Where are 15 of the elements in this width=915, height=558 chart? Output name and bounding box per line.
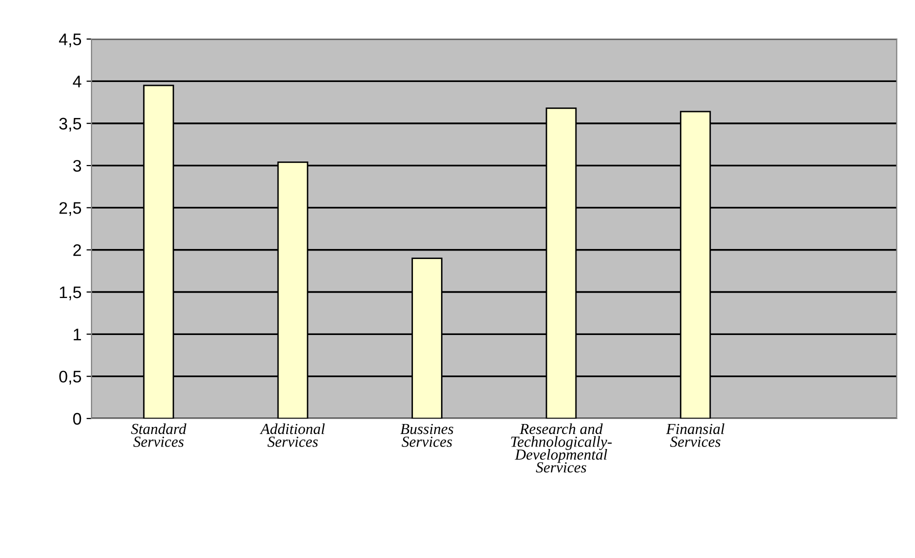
- x-tick-label: Bussines Services: [400, 424, 454, 447]
- y-tick-label: 3,5: [59, 118, 82, 132]
- x-tick-label: Standard Services: [131, 423, 186, 447]
- y-tick-label: 2: [73, 244, 81, 256]
- x-tick-label: Finansial Services: [666, 423, 724, 447]
- y-tick-label: 0,5: [59, 370, 82, 385]
- y-tick-label: 3: [73, 160, 82, 172]
- y-tick-label: 2,5: [59, 202, 82, 216]
- x-tick-label: Research and Technologically- Developmental Services: [511, 423, 612, 473]
- y-tick-label: 0: [73, 412, 82, 425]
- x-tick-label: Additional Services: [260, 423, 325, 447]
- y-tick-label: 1,5: [60, 286, 82, 300]
- y-tick-label: 4,5: [58, 34, 82, 48]
- y-tick-label: 1: [74, 328, 81, 340]
- y-tick-label: 4: [72, 76, 82, 88]
